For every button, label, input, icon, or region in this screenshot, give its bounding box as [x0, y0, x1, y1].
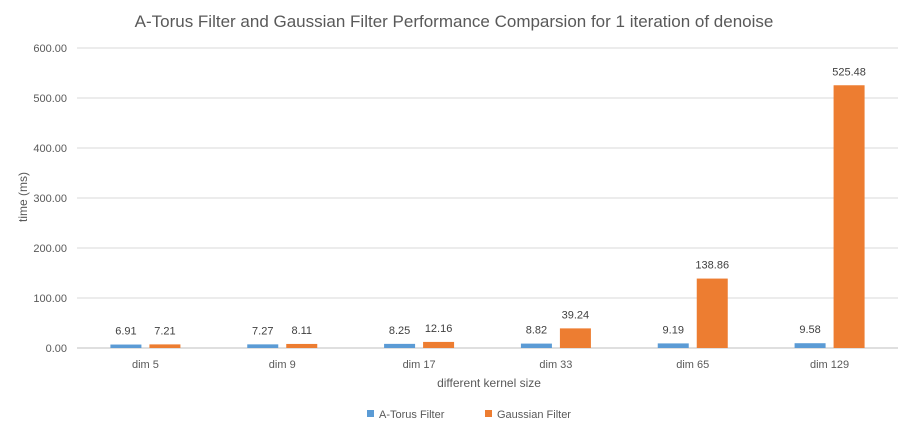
data-label: 9.19 [663, 324, 684, 336]
bar-a-torus [657, 343, 689, 348]
bar-a-torus [110, 344, 142, 348]
y-tick-label: 400.00 [33, 143, 67, 155]
x-axis-label: different kernel size [437, 376, 541, 390]
data-label: 9.58 [799, 324, 820, 336]
y-tick-label: 100.00 [33, 293, 67, 305]
data-label: 7.27 [252, 325, 273, 337]
x-tick-label: dim 33 [539, 359, 572, 371]
bar-gaussian [286, 343, 318, 348]
data-label: 7.21 [154, 325, 175, 337]
data-label: 138.86 [695, 260, 729, 272]
gridlines [77, 47, 898, 349]
data-label: 39.24 [562, 309, 590, 321]
data-label: 12.16 [425, 323, 453, 335]
x-tick-label: dim 17 [403, 359, 436, 371]
bar-a-torus [384, 343, 416, 348]
y-tick-label: 600.00 [33, 43, 67, 55]
legend-swatch [367, 410, 374, 417]
legend-label: A-Torus Filter [379, 409, 445, 421]
legend: A-Torus Filter Gaussian Filter [367, 409, 571, 421]
data-label: 8.82 [526, 325, 547, 337]
bar-gaussian [696, 278, 728, 348]
y-tick-label: 500.00 [33, 93, 67, 105]
x-tick-label: dim 9 [269, 359, 296, 371]
legend-label: Gaussian Filter [497, 409, 571, 421]
data-label: 8.11 [291, 325, 312, 337]
bar-a-torus [247, 344, 279, 348]
data-label: 525.48 [832, 66, 866, 78]
data-labels: 6.91 7.21 7.27 8.11 8.25 12.16 8.82 39.24 9.19 13… [115, 66, 866, 337]
bar-a-torus [794, 343, 826, 348]
x-tick-label: dim 129 [810, 359, 849, 371]
bar-gaussian [559, 328, 591, 348]
y-axis-ticks: 0.00 100.00 200.00 300.00 400.00 500.00 600.00 [33, 43, 67, 355]
legend-swatch [485, 410, 492, 417]
bar-gaussian [423, 341, 455, 348]
y-tick-label: 300.00 [33, 193, 67, 205]
y-tick-label: 200.00 [33, 243, 67, 255]
x-tick-label: dim 5 [132, 359, 159, 371]
chart-title: A-Torus Filter and Gaussian Filter Perfo… [135, 12, 774, 31]
x-axis-ticks: dim 5 dim 9 dim 17 dim 33 dim 65 dim 129 [132, 359, 849, 371]
bars [110, 85, 865, 348]
y-axis-label: time (ms) [16, 172, 30, 222]
bar-gaussian [833, 85, 865, 348]
data-label: 8.25 [389, 325, 410, 337]
bar-gaussian [149, 344, 181, 348]
data-label: 6.91 [115, 326, 136, 338]
bar-a-torus [520, 343, 552, 348]
x-tick-label: dim 65 [676, 359, 709, 371]
y-tick-label: 0.00 [46, 343, 67, 355]
